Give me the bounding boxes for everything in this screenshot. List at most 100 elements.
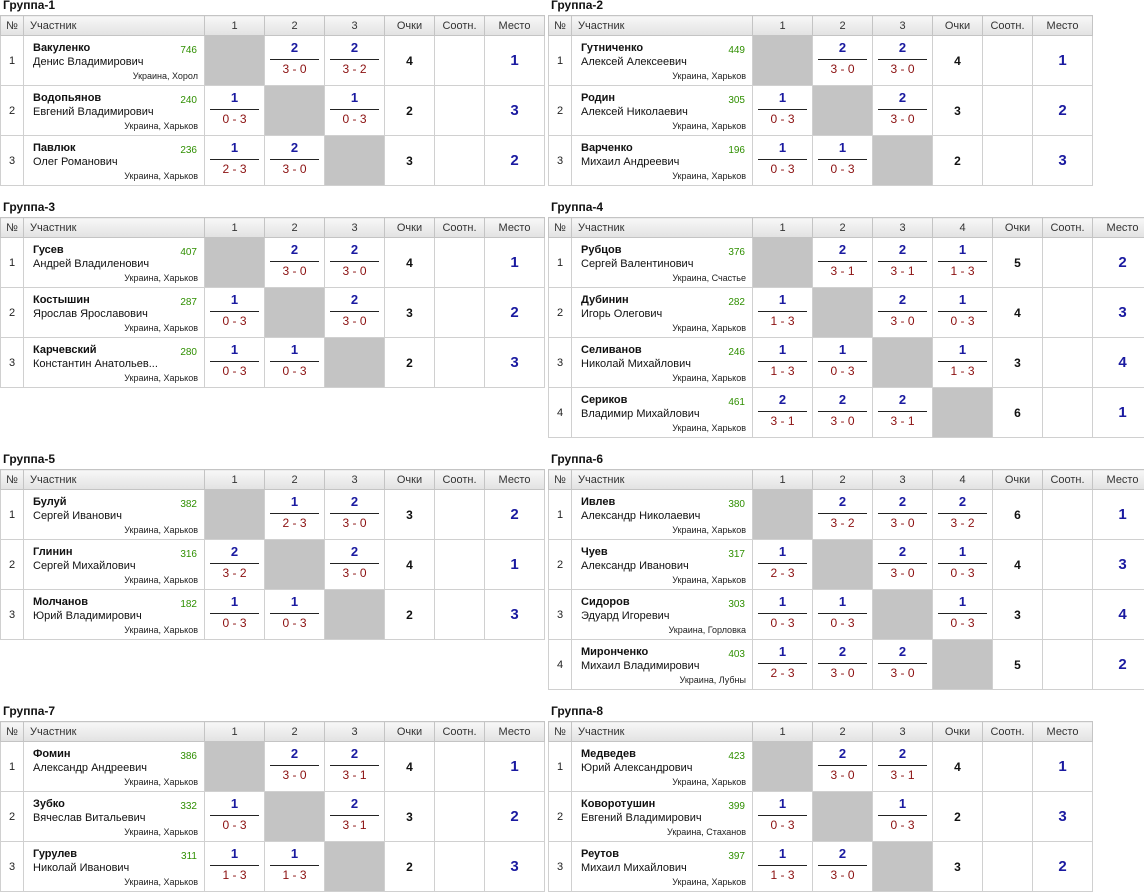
participant-surname[interactable]: Селиванов	[581, 344, 642, 356]
match-result-cell[interactable]: 1 0 - 3	[264, 337, 325, 388]
match-result-cell[interactable]: 2 3 - 1	[324, 741, 385, 792]
col-header-place: Место	[1092, 469, 1144, 490]
self-match-cell	[264, 539, 325, 590]
match-result-cell[interactable]: 2 3 - 1	[812, 237, 873, 288]
match-result-cell[interactable]: 1 0 - 3	[872, 791, 933, 842]
match-result-cell[interactable]: 1 0 - 3	[324, 85, 385, 136]
participant-surname[interactable]: Миронченко	[581, 646, 649, 658]
match-result-cell[interactable]: 2 3 - 0	[264, 35, 325, 86]
match-result-cell[interactable]: 2 3 - 0	[324, 237, 385, 288]
participant-surname[interactable]: Родин	[581, 92, 616, 104]
match-result-cell[interactable]: 1 1 - 3	[752, 287, 813, 338]
participant-surname[interactable]: Карчевский	[33, 344, 97, 356]
match-result-cell[interactable]: 2 3 - 0	[812, 841, 873, 892]
participant-surname[interactable]: Гурулев	[33, 848, 78, 860]
match-result-cell[interactable]: 1 0 - 3	[752, 791, 813, 842]
match-result-cell[interactable]: 1 1 - 3	[264, 841, 325, 892]
match-result-cell[interactable]: 2 3 - 2	[812, 489, 873, 540]
match-result-cell[interactable]: 2 3 - 0	[872, 35, 933, 86]
match-result-cell[interactable]: 1 1 - 3	[752, 337, 813, 388]
participant-surname[interactable]: Водопьянов	[33, 92, 102, 104]
participant-city: Украина, Харьков	[672, 373, 746, 383]
participant-surname[interactable]: Глинин	[33, 546, 73, 558]
match-result-cell[interactable]: 2 3 - 2	[204, 539, 265, 590]
match-result-cell[interactable]: 2 3 - 0	[872, 489, 933, 540]
result-divider	[938, 613, 987, 614]
match-result-cell[interactable]: 1 0 - 3	[812, 135, 873, 186]
participant-surname[interactable]: Фомин	[33, 748, 71, 760]
match-result-cell[interactable]: 1 1 - 3	[932, 337, 993, 388]
match-result-cell[interactable]: 1 0 - 3	[204, 589, 265, 640]
match-points: 2	[350, 746, 359, 761]
match-result-cell[interactable]: 2 3 - 0	[324, 489, 385, 540]
participant-surname[interactable]: Молчанов	[33, 596, 88, 608]
match-result-cell[interactable]: 2 3 - 0	[324, 539, 385, 590]
match-result-cell[interactable]: 1 0 - 3	[204, 791, 265, 842]
participant-surname[interactable]: Ивлев	[581, 496, 616, 508]
participant-surname[interactable]: Гусев	[33, 244, 64, 256]
participant-rating: 316	[180, 549, 197, 560]
match-result-cell[interactable]: 2 3 - 1	[872, 387, 933, 438]
total-points: 2	[932, 791, 983, 842]
participant-given-names: Александр Николаевич	[581, 510, 701, 522]
match-result-cell[interactable]: 2 3 - 0	[812, 639, 873, 690]
match-result-cell[interactable]: 2 3 - 0	[324, 287, 385, 338]
match-result-cell[interactable]: 2 3 - 1	[324, 791, 385, 842]
match-result-cell[interactable]: 1 2 - 3	[752, 539, 813, 590]
participant-surname[interactable]: Павлюк	[33, 142, 76, 154]
participant-surname[interactable]: Коворотушин	[581, 798, 656, 810]
match-result-cell[interactable]: 2 3 - 1	[752, 387, 813, 438]
match-result-cell[interactable]: 2 3 - 1	[872, 741, 933, 792]
match-result-cell[interactable]: 1 0 - 3	[752, 85, 813, 136]
match-result-cell[interactable]: 2 3 - 0	[812, 35, 873, 86]
participant-surname[interactable]: Варченко	[581, 142, 633, 154]
match-result-cell[interactable]: 1 2 - 3	[204, 135, 265, 186]
match-result-cell[interactable]: 1 2 - 3	[752, 639, 813, 690]
participant-given-names: Михаил Владимирович	[581, 660, 700, 672]
match-result-cell[interactable]: 1 0 - 3	[752, 589, 813, 640]
participant-surname[interactable]: Булуй	[33, 496, 67, 508]
participant-surname[interactable]: Сидоров	[581, 596, 630, 608]
result-divider	[210, 311, 259, 312]
match-result-cell[interactable]: 1 1 - 3	[204, 841, 265, 892]
group-title: Группа-5	[3, 452, 56, 466]
participant-surname[interactable]: Дубинин	[581, 294, 629, 306]
match-result-cell[interactable]: 1 0 - 3	[264, 589, 325, 640]
match-result-cell[interactable]: 2 3 - 2	[324, 35, 385, 86]
match-result-cell[interactable]: 2 3 - 0	[872, 639, 933, 690]
participant-surname[interactable]: Гутниченко	[581, 42, 644, 54]
match-result-cell[interactable]: 2 3 - 0	[264, 741, 325, 792]
match-result-cell[interactable]: 2 3 - 0	[264, 237, 325, 288]
match-result-cell[interactable]: 1 1 - 3	[932, 237, 993, 288]
match-result-cell[interactable]: 2 3 - 0	[872, 85, 933, 136]
participant-surname[interactable]: Зубко	[33, 798, 65, 810]
match-result-cell[interactable]: 2 3 - 0	[812, 387, 873, 438]
match-result-cell[interactable]: 1 2 - 3	[264, 489, 325, 540]
participant-surname[interactable]: Медведев	[581, 748, 636, 760]
match-result-cell[interactable]: 2 3 - 1	[872, 237, 933, 288]
match-result-cell[interactable]: 1 0 - 3	[812, 337, 873, 388]
participant-surname[interactable]: Реутов	[581, 848, 620, 860]
match-result-cell[interactable]: 2 3 - 2	[932, 489, 993, 540]
match-result-cell[interactable]: 1 0 - 3	[204, 85, 265, 136]
match-result-cell[interactable]: 1 0 - 3	[204, 337, 265, 388]
match-result-cell[interactable]: 1 0 - 3	[752, 135, 813, 186]
match-result-cell[interactable]: 2 3 - 0	[812, 741, 873, 792]
match-result-cell[interactable]: 2 3 - 0	[872, 287, 933, 338]
match-result-cell[interactable]: 2 3 - 0	[264, 135, 325, 186]
participant-surname[interactable]: Рубцов	[581, 244, 622, 256]
participant-surname[interactable]: Чуев	[581, 546, 608, 558]
match-result-cell[interactable]: 2 3 - 0	[872, 539, 933, 590]
match-result-cell[interactable]: 1 0 - 3	[932, 589, 993, 640]
total-points: 2	[384, 841, 435, 892]
participant-surname[interactable]: Вакуленко	[33, 42, 91, 54]
match-result-cell[interactable]: 1 0 - 3	[204, 287, 265, 338]
participant-surname[interactable]: Сериков	[581, 394, 628, 406]
match-result-cell[interactable]: 1 1 - 3	[752, 841, 813, 892]
result-divider	[818, 765, 867, 766]
match-result-cell[interactable]: 1 0 - 3	[812, 589, 873, 640]
place-cell: 1	[484, 35, 545, 86]
participant-surname[interactable]: Костышин	[33, 294, 90, 306]
match-result-cell[interactable]: 1 0 - 3	[932, 287, 993, 338]
match-result-cell[interactable]: 1 0 - 3	[932, 539, 993, 590]
